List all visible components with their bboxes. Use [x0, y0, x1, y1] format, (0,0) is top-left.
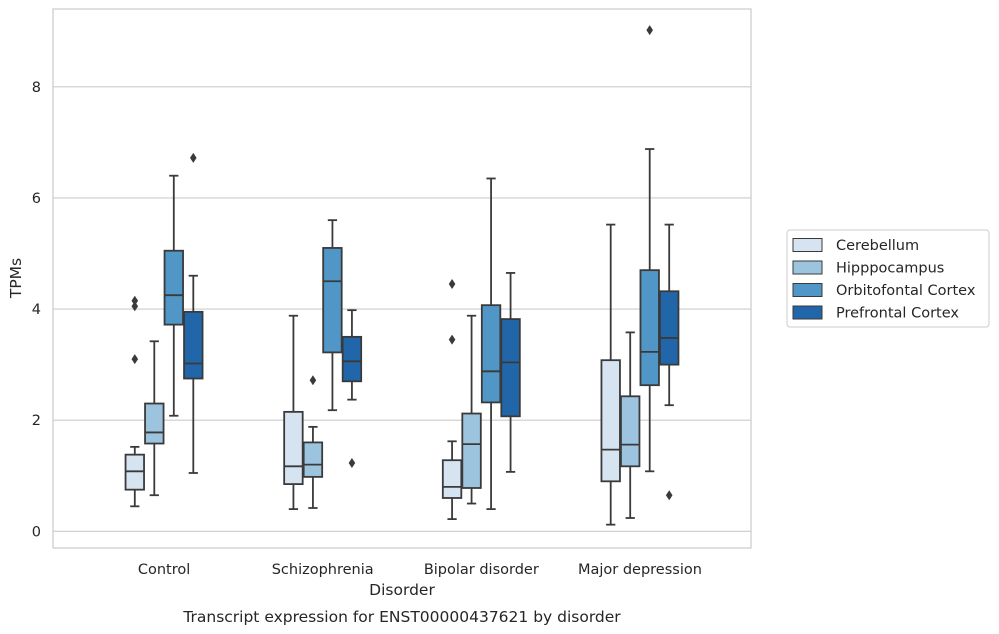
- legend-frame: [786, 229, 990, 328]
- outlier-point: [348, 457, 356, 468]
- box-group: [183, 152, 204, 474]
- y-tick-label: 2: [32, 413, 41, 429]
- y-tick-label: 0: [32, 524, 41, 540]
- legend-swatch: [792, 238, 823, 252]
- box-iqr: [480, 304, 502, 404]
- box-group: [659, 223, 680, 501]
- legend-swatch: [792, 283, 823, 297]
- box-iqr: [441, 459, 463, 499]
- box-iqr: [659, 290, 680, 366]
- box-iqr: [302, 441, 324, 478]
- y-axis-label: TPMs: [7, 258, 25, 299]
- plot-frame: [52, 8, 752, 549]
- x-axis-label: Disorder: [369, 581, 435, 599]
- x-tick-label: Major depression: [578, 562, 702, 578]
- box-group: [302, 375, 324, 509]
- box-iqr: [461, 412, 482, 489]
- box-iqr: [341, 335, 363, 383]
- x-tick-label: Bipolar disorder: [424, 562, 539, 578]
- box-group: [620, 331, 641, 519]
- box-group: [283, 314, 304, 511]
- box-iqr: [620, 395, 641, 468]
- legend: Cerebellum Hipppocampus Orbitofontal Corte…: [786, 229, 990, 328]
- outlier-point: [646, 25, 654, 36]
- x-tick-labels: Control Schizophrenia Bipolar disorder Majo…: [138, 562, 702, 578]
- y-tick-label: 6: [32, 191, 41, 207]
- outlier-point: [448, 334, 456, 345]
- box-group: [500, 272, 521, 473]
- outlier-point: [131, 301, 139, 312]
- box-group: [124, 295, 145, 508]
- box-iqr: [500, 318, 521, 418]
- box-iqr: [322, 247, 343, 354]
- box-group: [480, 177, 502, 511]
- outlier-point: [448, 279, 456, 290]
- box-iqr: [183, 310, 204, 380]
- chart-title: Transcript expression for ENST0000043762…: [182, 608, 621, 626]
- legend-label: Orbitofontal Cortex: [836, 283, 976, 299]
- x-tick-label: Schizophrenia: [272, 562, 374, 578]
- box-group: [639, 25, 660, 473]
- y-tick-label: 4: [32, 302, 41, 318]
- box-iqr: [639, 269, 660, 387]
- box-group: [144, 340, 165, 497]
- outlier-point: [131, 354, 139, 365]
- x-tick-label: Control: [138, 562, 190, 578]
- box-iqr: [283, 410, 304, 485]
- outlier-point: [309, 375, 317, 386]
- box-group: [600, 223, 621, 526]
- outlier-point: [665, 490, 673, 501]
- plot-boxes: [124, 25, 680, 526]
- legend-label: Prefrontal Cortex: [836, 306, 959, 322]
- outlier-point: [131, 295, 139, 306]
- box-group: [163, 174, 184, 417]
- box-group: [461, 314, 482, 505]
- outlier-point: [189, 152, 197, 163]
- legend-label: Cerebellum: [836, 238, 919, 254]
- box-iqr: [144, 402, 165, 445]
- legend-label: Hipppocampus: [836, 261, 944, 277]
- box-group: [341, 309, 363, 468]
- box-iqr: [163, 249, 184, 326]
- box-iqr: [600, 359, 621, 483]
- y-tick-labels: 0 2 4 6 8: [32, 80, 41, 541]
- box-group: [441, 279, 463, 521]
- y-tick-label: 8: [32, 80, 41, 96]
- legend-swatch: [792, 260, 823, 275]
- box-group: [322, 219, 343, 412]
- legend-swatch: [792, 305, 823, 320]
